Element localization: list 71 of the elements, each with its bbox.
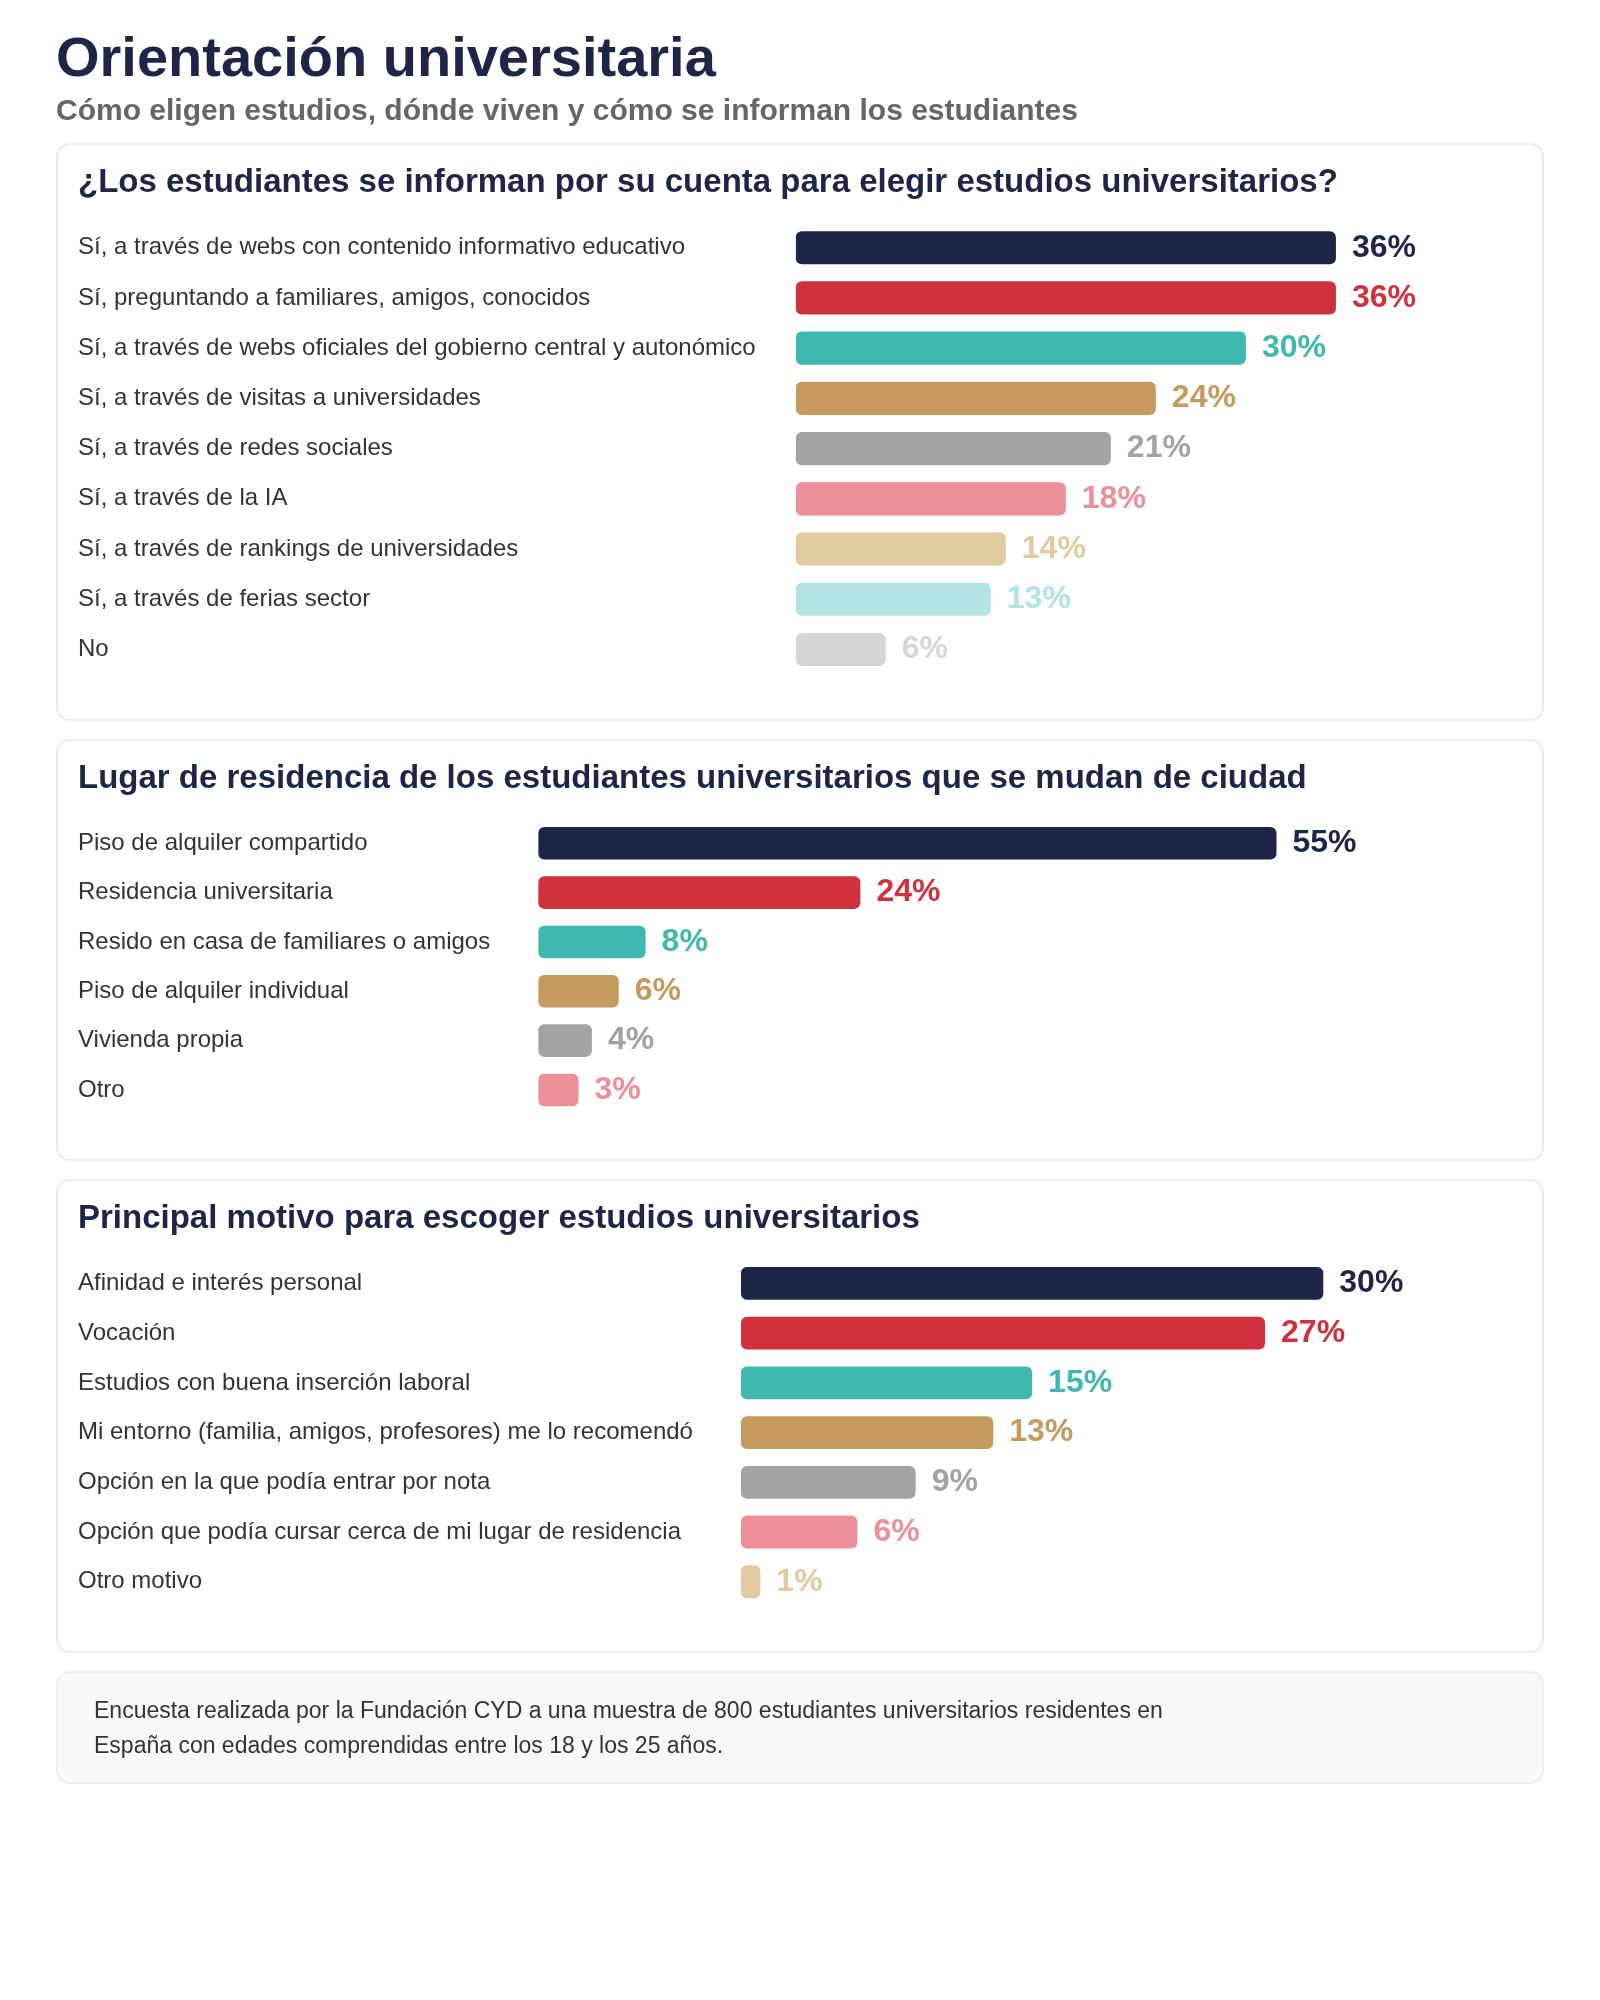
data-label: 4%: [607, 1020, 655, 1057]
bar: [795, 281, 1336, 315]
bar: [740, 1316, 1266, 1350]
text: Encuesta realizada por la Fundación CYD a una muestra de 800 estudiantes universitarios residentes en España con edades comprendidas entre los 18 y los 25 años.: [94, 1696, 1164, 1760]
data-label: 36%: [1351, 277, 1416, 314]
y-tick-label: Sí, preguntando a familiares, amigos, conocidos: [78, 282, 591, 310]
bar: [538, 1073, 579, 1107]
y-tick-label: Sí, a través de webs oficiales del gobierno central y autonómico: [78, 332, 756, 360]
bar: [795, 381, 1156, 415]
y-tick-label: Opción que podía cursar cerca de mi lugar de residencia: [78, 1516, 682, 1544]
data-label: 8%: [661, 921, 708, 958]
data-label: 13%: [1009, 1412, 1074, 1449]
chart-title: Lugar de residencia de los estudiantes universitarios que se mudan de ciudad: [78, 757, 1307, 795]
y-tick-label: Otro: [78, 1074, 125, 1102]
bar: [538, 925, 646, 959]
y-tick-label: Sí, a través de la IA: [78, 483, 288, 511]
bar: [795, 231, 1336, 265]
data-label: 3%: [594, 1069, 641, 1106]
data-label: 6%: [634, 971, 681, 1008]
bar: [740, 1515, 858, 1549]
data-label: 13%: [1006, 579, 1071, 616]
bar: [740, 1565, 761, 1599]
bar: [795, 582, 991, 616]
data-label: 30%: [1339, 1263, 1404, 1300]
y-tick-label: Sí, a través de rankings de universidades: [78, 533, 519, 561]
data-label: 1%: [776, 1561, 823, 1598]
data-label: 6%: [873, 1511, 920, 1548]
data-label: 55%: [1292, 823, 1357, 860]
data-label: 30%: [1261, 327, 1326, 364]
bar: [538, 1024, 592, 1057]
chart-title: Principal motivo para escoger estudios universitarios: [78, 1197, 920, 1235]
y-tick-label: Sí, a través de webs con contenido informativo educativo: [78, 232, 686, 260]
data-label: 24%: [1171, 378, 1236, 415]
bar: [538, 826, 1277, 860]
data-label: 24%: [876, 872, 941, 909]
bar: [795, 532, 1006, 566]
y-tick-label: Sí, a través de ferias sector: [78, 583, 371, 611]
bar: [795, 482, 1066, 516]
data-label: 15%: [1048, 1362, 1113, 1399]
y-tick-label: No: [78, 634, 109, 662]
y-tick-label: Sí, a través de redes sociales: [78, 433, 393, 461]
bar: [795, 331, 1246, 365]
bar: [795, 632, 886, 667]
y-tick-label: Mi entorno (familia, amigos, profesores) me lo recomendó: [78, 1417, 693, 1445]
y-tick-label: Piso de alquiler individual: [78, 975, 349, 1003]
bar: [795, 432, 1111, 466]
text: Cómo eligen estudios, dónde viven y cómo se informan los estudiantes: [56, 93, 1079, 127]
bar: [740, 1465, 916, 1499]
text: Orientación universitaria: [56, 24, 718, 89]
data-label: 9%: [931, 1462, 978, 1499]
y-tick-label: Resido en casa de familiares o amigos: [78, 926, 491, 954]
data-label: 27%: [1281, 1313, 1346, 1349]
data-label: 36%: [1351, 227, 1416, 264]
y-tick-label: Afinidad e interés personal: [78, 1268, 363, 1296]
y-tick-label: Residencia universitaria: [78, 877, 334, 905]
y-tick-label: Vivienda propia: [78, 1025, 244, 1053]
bar: [740, 1416, 994, 1450]
data-label: 14%: [1021, 528, 1086, 565]
bar: [538, 974, 619, 1008]
y-tick-label: Otro motivo: [78, 1566, 203, 1594]
y-tick-label: Sí, a través de visitas a universidades: [78, 383, 481, 410]
bar: [538, 876, 861, 909]
y-tick-label: Piso de alquiler compartido: [78, 827, 368, 855]
chart-title: ¿Los estudiantes se informan por su cuenta para elegir estudios universitarios?: [78, 161, 1338, 199]
data-label: 18%: [1081, 478, 1146, 515]
y-tick-label: Vocación: [78, 1317, 176, 1345]
y-tick-label: Opción en la que podía entrar por nota: [78, 1466, 491, 1494]
bar: [740, 1366, 1033, 1400]
bar: [740, 1267, 1324, 1300]
data-label: 21%: [1126, 428, 1191, 465]
y-tick-label: Estudios con buena inserción laboral: [78, 1367, 471, 1395]
